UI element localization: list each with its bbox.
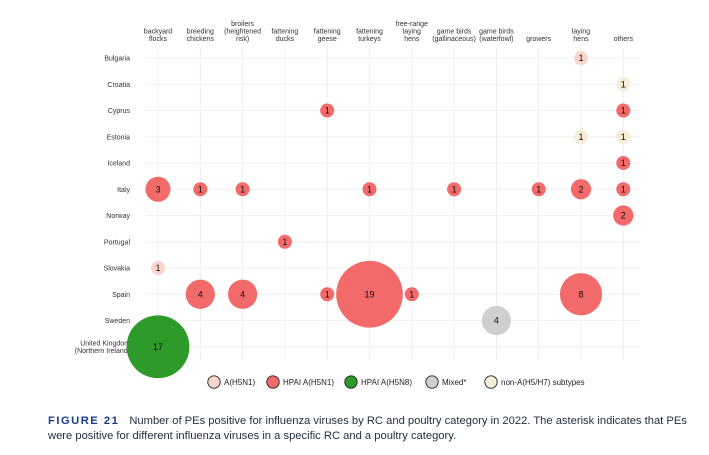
bubble-value-label: 1	[409, 289, 414, 299]
bubble-value-label: 1	[325, 106, 330, 116]
row-labels: Bulgaria Croatia Cyprus Estonia Iceland Italy…	[75, 56, 131, 356]
category-label: growers	[526, 36, 551, 43]
category-label: others	[614, 36, 634, 43]
bubble	[616, 156, 631, 170]
bubble-value-label: 3	[155, 184, 160, 194]
row-label: Cyprus	[108, 108, 131, 115]
legend-label: Mixed*	[442, 378, 466, 387]
row-label: Italy	[117, 187, 130, 194]
bubble	[193, 182, 208, 197]
legend-swatch	[207, 375, 221, 389]
bubble-value-label: 1	[621, 79, 626, 89]
bubble	[404, 287, 419, 302]
bubble-value-label: 1	[325, 289, 330, 299]
row-label: Sweden	[105, 318, 130, 325]
row-label: Norway	[106, 213, 130, 220]
row-label: Portugal	[104, 239, 131, 246]
bubble-value-label: 1	[621, 158, 626, 168]
bubble-value-label: 1	[452, 184, 457, 194]
category-label: backyard flocks	[144, 29, 173, 44]
bubble	[574, 129, 588, 144]
bubble	[531, 182, 546, 197]
bubble-value-label: 19	[364, 289, 374, 299]
category-label: fattening turkeys	[356, 29, 383, 44]
bubble-value-label: 1	[536, 184, 541, 194]
bubble	[616, 182, 631, 197]
category-label: fattening geese	[314, 29, 341, 44]
bubble-value-label: 8	[578, 289, 583, 299]
category-label: laying hens	[572, 29, 590, 44]
legend-swatch	[425, 375, 439, 389]
bubble-value-label: 2	[578, 184, 583, 194]
grid	[145, 48, 640, 360]
row-label: Bulgaria	[104, 56, 130, 63]
bubbles: 1 1 1 1 1 1 1 3 1 1 1 1 1 2 1 2 1 1 4 4 1 19 1 8 4 17	[126, 51, 634, 379]
bubble	[126, 315, 190, 379]
row-label: Iceland	[107, 161, 130, 168]
bubble	[235, 182, 250, 197]
category-label: breeding chickens	[187, 29, 215, 44]
legend-label: HPAI A(H5N8)	[361, 378, 412, 387]
bubble-value-label: 1	[578, 53, 583, 63]
bubble	[320, 287, 335, 302]
bubble	[447, 182, 462, 197]
row-label: United Kingdom (Northern Ireland)	[75, 341, 130, 356]
legend: A(H5N1) HPAI A(H5N1) HPAI A(H5N8) Mixed* non…	[207, 375, 585, 389]
figure-label: FIGURE 21	[48, 415, 120, 427]
legend-swatch	[266, 375, 280, 389]
row-label: Croatia	[107, 82, 130, 89]
bubble-value-label: 1	[367, 184, 372, 194]
bubble-value-label: 1	[621, 132, 626, 142]
row-label: Slovakia	[104, 266, 131, 273]
bubble-value-label: 1	[155, 263, 160, 273]
category-label: broilers (heightened risk)	[224, 21, 261, 43]
row-label: Spain	[112, 292, 130, 299]
row-label: Estonia	[107, 134, 130, 141]
bubble-value-label: 1	[621, 106, 626, 116]
bubble-value-label: 4	[240, 289, 245, 299]
category-label: fattening ducks	[271, 29, 298, 44]
bubble	[145, 176, 171, 202]
bubble-chart: backyard flocks breeding chickens broilers (h…	[75, 21, 640, 389]
bubble-value-label: 4	[198, 289, 203, 299]
bubble	[320, 103, 335, 118]
bubble	[481, 305, 511, 336]
bubble	[613, 205, 634, 226]
category-label: game birds (waterfowl)	[479, 29, 514, 44]
bubble-value-label: 1	[240, 184, 245, 194]
legend-swatch	[484, 375, 498, 389]
category-label: game birds (gallinaceous)	[432, 29, 476, 44]
bubble	[574, 51, 588, 65]
bubble-value-label: 1	[621, 184, 626, 194]
bubble	[559, 273, 603, 316]
legend-label: non-A(H5/H7) subtypes	[501, 378, 585, 387]
category-label: free-range laying hens	[396, 21, 428, 43]
legend-label: A(H5N1)	[224, 378, 255, 387]
bubble-value-label: 17	[153, 342, 163, 352]
legend-label: HPAI A(H5N1)	[283, 378, 334, 387]
legend-swatch	[344, 375, 358, 389]
bubble-value-label: 1	[198, 184, 203, 194]
bubble	[151, 261, 165, 275]
bubble	[362, 182, 377, 197]
column-labels: backyard flocks breeding chickens broilers (h…	[144, 21, 634, 43]
figure-caption: FIGURE 21 Number of PEs positive for infl…	[48, 414, 688, 444]
bubble	[570, 179, 592, 200]
bubble	[616, 129, 631, 144]
bubble	[336, 260, 403, 328]
bubble-value-label: 1	[282, 237, 287, 247]
bubble	[228, 279, 258, 309]
bubble-value-label: 1	[578, 132, 583, 142]
bubble	[616, 103, 631, 118]
bubble	[616, 77, 631, 92]
bubble	[185, 279, 215, 309]
bubble	[277, 234, 292, 249]
bubble-value-label: 2	[621, 211, 626, 221]
bubble-value-label: 4	[494, 316, 499, 326]
caption-text: Number of PEs positive for influenza vir…	[48, 415, 687, 442]
